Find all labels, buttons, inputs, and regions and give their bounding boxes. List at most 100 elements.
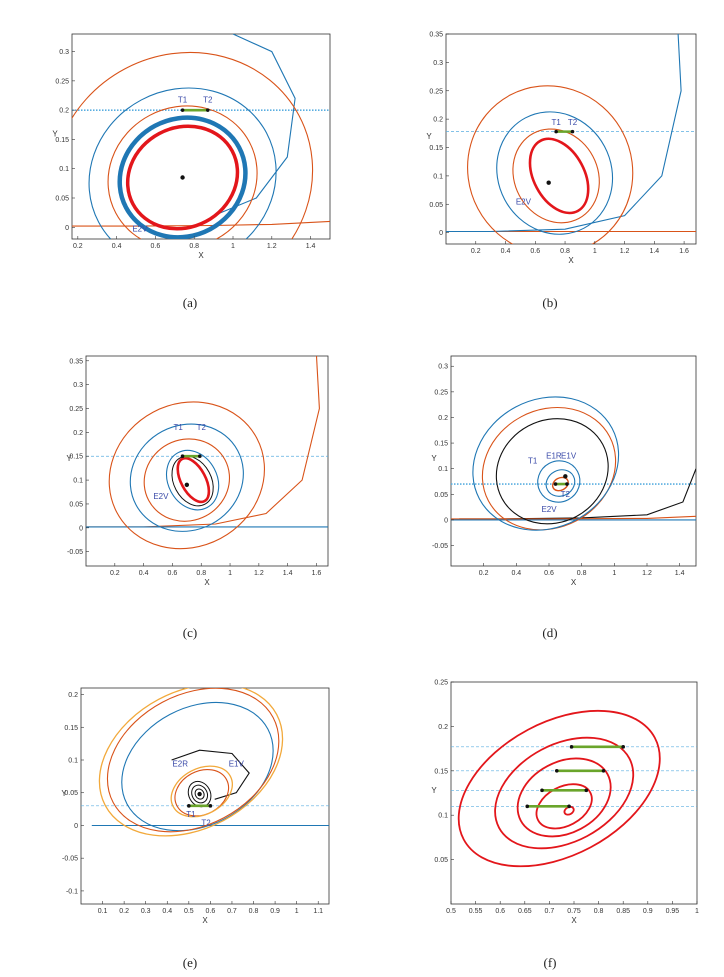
- orbit-red: [563, 805, 575, 816]
- y-tick-label: 0.15: [434, 768, 448, 775]
- tangency-point: [554, 129, 558, 134]
- plot-area: [451, 396, 696, 531]
- orbit-black: [495, 418, 609, 525]
- x-tick-label: 0.95: [666, 908, 680, 915]
- orbit-blue: [496, 111, 614, 235]
- x-tick-label: 1: [612, 570, 616, 577]
- y-tick-label: 0: [439, 230, 443, 237]
- x-tick-label: 0.8: [196, 570, 206, 577]
- x-tick-label: 0.8: [189, 243, 199, 250]
- chart-panel-b: 0.2 0.4 0.6 0.8 1 1.2 1.4 1.6 0 0.05 0.1 0.15 0.2 0.2…: [426, 32, 697, 265]
- y-tick-label: 0.05: [69, 501, 83, 508]
- tangency-point: [540, 788, 544, 793]
- y-tick-label: 0.15: [64, 725, 78, 732]
- tangency-point: [187, 804, 191, 808]
- y-tick-label: 0.35: [69, 358, 83, 365]
- orbit-red: [457, 709, 661, 868]
- x-axis-label: X: [198, 251, 204, 260]
- equilibrium-point: [546, 180, 551, 185]
- x-tick-label: 0.75: [567, 908, 581, 915]
- x-tick-label: 1.4: [649, 248, 659, 255]
- orbit-blue: [545, 469, 576, 497]
- tangency-point: [565, 482, 569, 486]
- x-tick-label: 0.55: [469, 908, 483, 915]
- x-tick-label: 0.6: [495, 908, 505, 915]
- orbit-blue: [117, 115, 248, 239]
- equilibrium-point: [563, 474, 568, 479]
- orbit-orange: [107, 105, 258, 239]
- orbit-orange: [106, 688, 280, 833]
- y-tick-label: 0.2: [73, 430, 83, 437]
- annotation-label: T1: [178, 96, 188, 105]
- x-tick-label: 0.9: [643, 908, 653, 915]
- x-tick-label: 0.6: [206, 908, 216, 915]
- y-tick-label: 0.15: [429, 145, 443, 152]
- y-axis-label: Y: [52, 130, 58, 139]
- orbit-blue: [472, 396, 620, 531]
- annotation-label: T2: [201, 818, 211, 827]
- plot-frame: [71, 33, 331, 240]
- annotation-label: T1: [186, 810, 196, 819]
- y-tick-label: 0: [444, 517, 448, 524]
- tangency-point: [208, 804, 213, 808]
- y-tick-label: 0.3: [438, 364, 448, 371]
- orbit-black: [194, 788, 205, 800]
- orbit-red: [125, 124, 240, 231]
- x-tick-label: 0.2: [479, 570, 489, 577]
- x-axis-label: X: [202, 916, 208, 925]
- plot-area: [72, 34, 330, 239]
- x-tick-label: 1.4: [283, 570, 293, 577]
- plot-area: [451, 709, 697, 868]
- orbit-red: [494, 736, 635, 850]
- y-tick-label: 0: [79, 525, 83, 532]
- orbit-orange: [481, 406, 617, 531]
- y-tick-label: 0.25: [429, 88, 443, 95]
- y-axis-label: Y: [426, 132, 432, 141]
- x-tick-label: 0.3: [141, 908, 151, 915]
- y-tick-label: 0.2: [438, 415, 448, 422]
- y-tick-label: 0.2: [438, 724, 448, 731]
- x-tick-label: 1: [228, 570, 232, 577]
- orbit-yellow: [98, 688, 284, 837]
- y-axis-label: Y: [61, 789, 67, 798]
- x-tick-label: 0.85: [616, 908, 630, 915]
- x-tick-label: 0.7: [227, 908, 237, 915]
- x-tick-label: 1.2: [620, 248, 630, 255]
- tangency-point: [554, 769, 559, 773]
- y-tick-label: 0.25: [69, 406, 83, 413]
- y-tick-label: 0.2: [68, 692, 78, 699]
- caption-f: (f): [543, 955, 557, 970]
- orbit-black: [171, 455, 214, 507]
- y-tick-label: 0.05: [429, 202, 443, 209]
- tangency-point: [569, 745, 574, 749]
- y-tick-label: 0.35: [429, 32, 443, 39]
- equilibrium-point: [184, 482, 190, 488]
- y-axis-label: Y: [431, 454, 437, 463]
- orbit-yellow: [170, 765, 233, 818]
- tangency-point: [621, 745, 625, 749]
- annotation-label: E1V: [229, 760, 245, 769]
- y-tick-label: 0.1: [73, 478, 83, 485]
- plot-area: [446, 34, 696, 244]
- x-tick-label: 0.8: [594, 908, 604, 915]
- x-tick-label: 1.2: [642, 570, 652, 577]
- orbit-red: [516, 757, 612, 838]
- orbit-blue: [165, 449, 220, 511]
- y-tick-label: 0.1: [68, 758, 78, 765]
- tangency-point: [525, 804, 530, 809]
- annotation-label: E2V: [516, 197, 532, 206]
- orbit-red: [176, 456, 211, 504]
- tangency-point: [205, 108, 210, 112]
- x-tick-label: 0.4: [511, 570, 521, 577]
- trajectory-line: [213, 34, 296, 217]
- plot-area: [86, 356, 328, 550]
- x-tick-label: 1.6: [312, 570, 322, 577]
- y-tick-label: 0.05: [434, 492, 448, 499]
- y-axis-label: Y: [66, 454, 72, 463]
- x-tick-label: 0.5: [184, 908, 194, 915]
- plot-frame: [450, 355, 697, 567]
- x-tick-label: 1: [295, 908, 299, 915]
- caption-b: (b): [542, 295, 558, 310]
- x-tick-label: 0.2: [119, 908, 129, 915]
- x-tick-label: 0.1: [98, 908, 108, 915]
